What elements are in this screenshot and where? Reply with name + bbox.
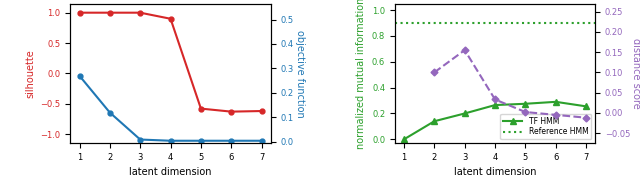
Reference HMM — [370, 22, 378, 24]
TF HMM — [522, 103, 529, 105]
TF HMM — [492, 104, 499, 106]
Y-axis label: normalized mutual information: normalized mutual information — [356, 0, 366, 149]
TF HMM — [431, 120, 438, 122]
Line: TF HMM: TF HMM — [401, 99, 589, 142]
TF HMM — [552, 101, 559, 103]
Legend: TF HMM, Reference HMM: TF HMM, Reference HMM — [500, 114, 591, 139]
Reference HMM — [400, 22, 408, 24]
Y-axis label: objective function: objective function — [295, 30, 305, 117]
X-axis label: latent dimension: latent dimension — [129, 168, 212, 177]
Y-axis label: silhouette: silhouette — [25, 49, 35, 98]
TF HMM — [582, 105, 590, 107]
TF HMM — [400, 138, 408, 140]
TF HMM — [461, 112, 468, 115]
Y-axis label: distance score: distance score — [632, 38, 640, 109]
X-axis label: latent dimension: latent dimension — [454, 168, 536, 177]
